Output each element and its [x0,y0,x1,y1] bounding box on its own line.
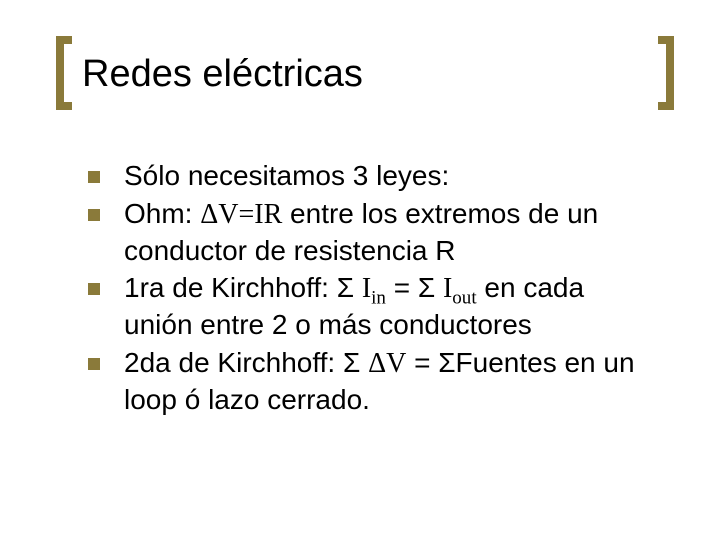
bullet-text-span: Sólo necesitamos 3 leyes: [124,160,449,191]
bullet-icon [88,171,100,183]
bullet-icon [88,358,100,370]
slide: Redes eléctricas Sólo necesitamos 3 leye… [0,0,720,540]
bullet-icon [88,283,100,295]
bullet-text-span: 1ra de Kirchhoff: Σ [124,272,362,303]
symbol-span: I [362,273,371,304]
subscript-span: in [371,288,386,309]
bracket-left-icon [56,36,72,110]
list-item: Ohm: ΔV=IR entre los extremos de un cond… [88,196,658,269]
bullet-text: Ohm: ΔV=IR entre los extremos de un cond… [124,196,658,269]
bullet-text: 2da de Kirchhoff: Σ ΔV = ΣFuentes en un … [124,345,658,418]
bullet-text: 1ra de Kirchhoff: Σ Iin = Σ Iout en cada… [124,270,658,343]
list-item: 1ra de Kirchhoff: Σ Iin = Σ Iout en cada… [88,270,658,343]
formula-span: Iout [443,273,477,304]
bullet-text-span: Ohm: [124,198,200,229]
list-item: 2da de Kirchhoff: Σ ΔV = ΣFuentes en un … [88,345,658,418]
bullet-text-span: 2da de Kirchhoff: Σ [124,347,368,378]
bracket-right-icon [658,36,674,110]
formula-span: Iin [362,273,386,304]
symbol-span: I [443,273,452,304]
slide-title: Redes eléctricas [60,53,363,96]
list-item: Sólo necesitamos 3 leyes: [88,158,658,194]
bullet-text-span: = Σ [386,272,443,303]
bullet-icon [88,209,100,221]
subscript-span: out [452,288,476,309]
content-area: Sólo necesitamos 3 leyes: Ohm: ΔV=IR ent… [88,158,658,420]
title-area: Redes eléctricas [60,44,670,104]
formula-span: ΔV=IR [200,199,282,230]
bullet-text: Sólo necesitamos 3 leyes: [124,158,658,194]
formula-span: ΔV [368,348,406,379]
